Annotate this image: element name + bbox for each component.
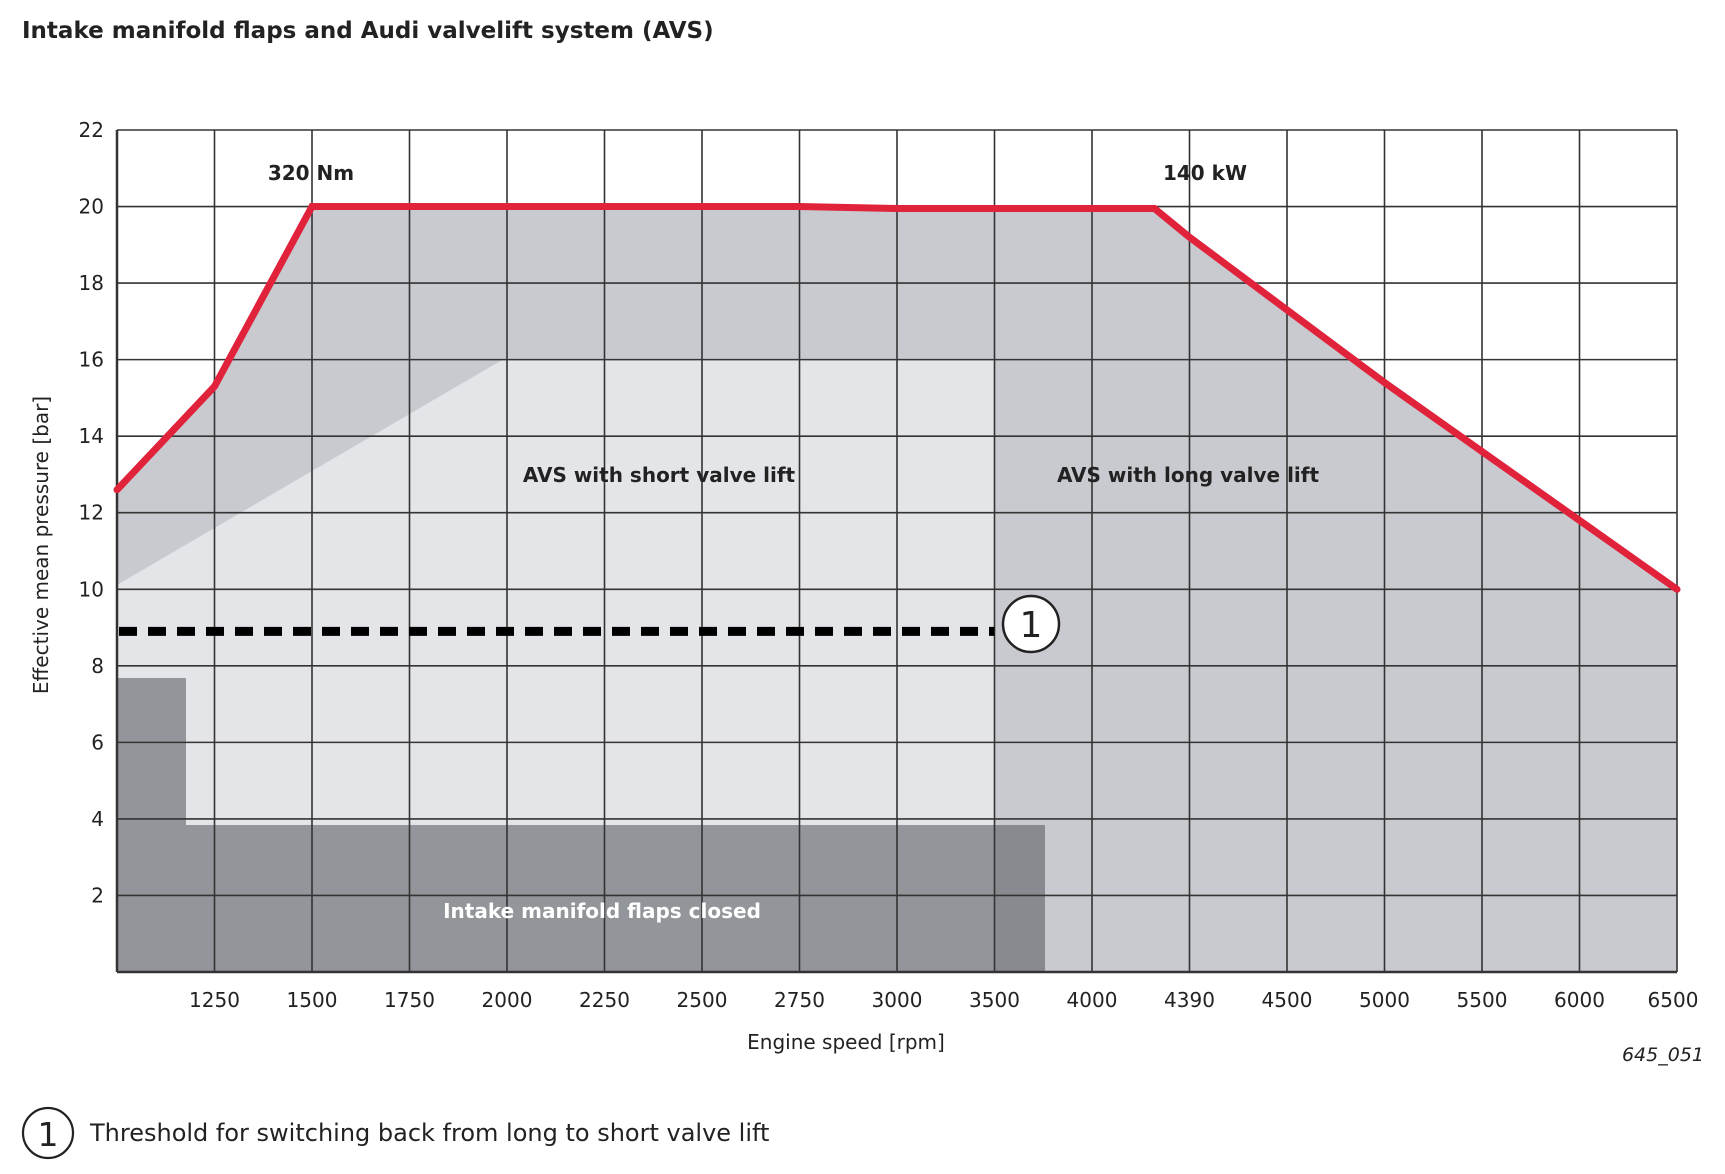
- y-tick-label: 14: [79, 424, 104, 448]
- threshold-marker: 1: [1001, 594, 1061, 654]
- figure-id: 645_051: [1622, 1044, 1704, 1066]
- x-tick-label: 6000: [1554, 988, 1605, 1012]
- power-label: 140 kW: [1163, 161, 1247, 185]
- x-tick-label: 5000: [1359, 988, 1410, 1012]
- x-tick-label: 1500: [287, 988, 338, 1012]
- y-tick-label: 22: [79, 118, 104, 142]
- x-tick-label: 2250: [579, 988, 630, 1012]
- x-tick-label: 4000: [1067, 988, 1118, 1012]
- y-tick-label: 10: [79, 577, 104, 601]
- legend: 1 Threshold for switching back from long…: [21, 1106, 769, 1160]
- x-tick-label: 1250: [189, 988, 240, 1012]
- x-tick-label: 2750: [774, 988, 825, 1012]
- y-tick-labels: 2 4 6 8 10 12 14 16 18 20 22: [79, 118, 104, 907]
- intake-flaps-closed-region: [117, 678, 1045, 972]
- y-tick-label: 8: [91, 654, 104, 678]
- legend-text: Threshold for switching back from long t…: [89, 1119, 769, 1147]
- y-tick-label: 4: [91, 807, 104, 831]
- x-tick-label: 3000: [872, 988, 923, 1012]
- flaps-long-lift-overlap: [995, 825, 1045, 972]
- x-tick-label: 2000: [482, 988, 533, 1012]
- chart-title: Intake manifold flaps and Audi valvelift…: [22, 18, 714, 44]
- legend-marker-number: 1: [38, 1115, 59, 1154]
- y-tick-label: 18: [79, 271, 104, 295]
- full-load-curve: [113, 203, 1681, 593]
- y-tick-label: 20: [79, 195, 104, 219]
- legend-marker-circle: [21, 1106, 75, 1160]
- intake-flaps-closed-label: Intake manifold flaps closed: [443, 899, 761, 923]
- threshold-marker-number: 1: [1020, 605, 1043, 646]
- x-axis-label: Engine speed [rpm]: [747, 1030, 945, 1054]
- threshold-marker-circle: [1001, 594, 1061, 654]
- short-valve-lift-label: AVS with short valve lift: [523, 463, 796, 487]
- x-tick-label: 3500: [969, 988, 1020, 1012]
- x-tick-labels: 1250 1500 1750 2000 2250 2500 2750 3000 3500 4000…: [189, 988, 1698, 1012]
- y-tick-label: 2: [91, 883, 104, 907]
- x-tick-label: 5500: [1457, 988, 1508, 1012]
- y-tick-label: 16: [79, 348, 104, 372]
- long-valve-lift-label: AVS with long valve lift: [1057, 463, 1320, 487]
- y-tick-label: 6: [91, 730, 104, 754]
- x-tick-label: 4500: [1262, 988, 1313, 1012]
- x-tick-label: 6500: [1648, 988, 1699, 1012]
- torque-label: 320 Nm: [268, 161, 354, 185]
- y-tick-label: 12: [79, 501, 104, 525]
- x-tick-label: 4390: [1164, 988, 1215, 1012]
- x-tick-label: 1750: [384, 988, 435, 1012]
- x-tick-label: 2500: [677, 988, 728, 1012]
- y-axis-label: Effective mean pressure [bar]: [29, 396, 53, 694]
